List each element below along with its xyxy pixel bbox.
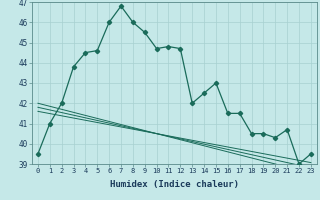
X-axis label: Humidex (Indice chaleur): Humidex (Indice chaleur) [110,180,239,189]
